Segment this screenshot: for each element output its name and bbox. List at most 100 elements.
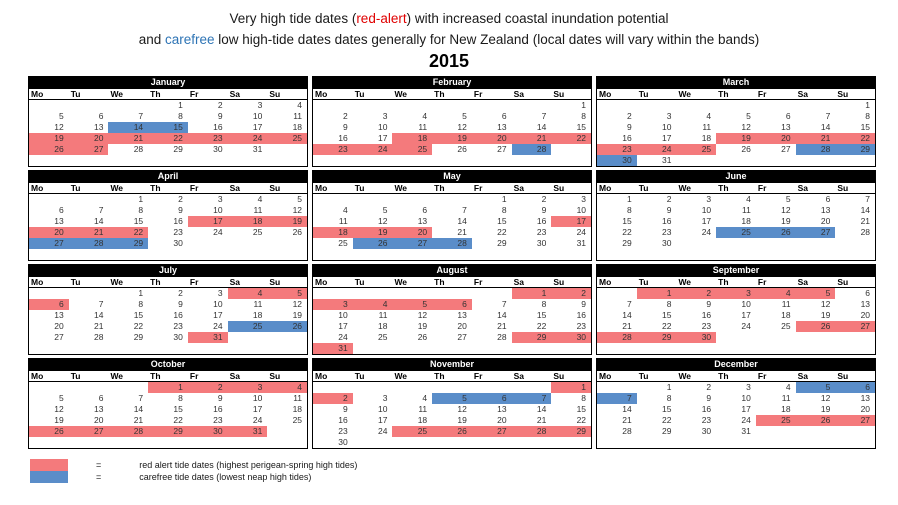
date-cell: 29 [551,426,592,437]
date-cell [796,343,836,354]
date-cell: 1 [626,194,632,204]
date-cell: 10 [213,299,223,309]
date-cell: 12 [292,205,303,215]
weekday-header: Sa [513,89,524,99]
weekday-header: Fr [757,89,767,99]
date-cell: 19 [432,133,472,144]
date-cell: 2 [178,194,183,204]
date-cell [716,343,756,354]
date-cell: 6 [432,299,472,310]
date-cell: 12 [54,122,64,132]
date-cell: 23 [661,227,672,237]
date-cell: 22 [551,133,592,144]
date-cell: 9 [178,299,183,309]
date-cell: 14 [622,310,632,320]
date-cell: 30 [536,238,547,248]
date-cell: 10 [377,122,388,132]
date-cell: 7 [541,111,547,121]
date-cell [835,238,875,249]
date-cell: 13 [93,122,104,132]
month-body: Mo Tu We Th Fr Sa Su 1 2 3 4 5 6 7 8 9 10 11 12 13 14 15 16 17 1… [28,183,308,261]
weekday-header: Fr [189,277,199,287]
week-row: 1 2 3 4 [29,100,307,111]
date-cell: 20 [29,227,69,238]
date-cell: 10 [252,393,263,403]
month-february: February Mo Tu We Th Fr Sa Su 1 2 3 4 5 6 7 8 9 10 11 12 13 1… [312,76,592,167]
date-cell: 16 [622,133,632,143]
date-cell [29,382,69,393]
date-cell: 16 [173,310,183,320]
date-cell: 21 [497,321,507,331]
date-cell [148,437,188,448]
date-cell [796,238,836,249]
date-cell: 1 [138,194,144,204]
date-cell: 6 [29,299,69,310]
date-cell: 12 [820,393,831,403]
date-cell [432,288,472,299]
date-cell: 7 [865,194,871,204]
date-cell: 7 [462,205,467,215]
date-cell: 5 [392,299,433,310]
week-row [597,249,875,260]
date-cell [512,437,552,448]
date-cell: 9 [706,299,712,309]
date-cell: 23 [576,321,587,331]
week-row: 1 [313,100,591,111]
date-cell: 28 [133,144,144,154]
date-cell [432,194,472,205]
date-cell: 30 [213,144,223,154]
date-cell: 22 [622,227,632,237]
week-row: 19 20 21 22 23 24 25 [29,415,307,426]
date-cell: 19 [820,404,831,414]
weekday-header: Tu [354,277,365,287]
date-cell: 12 [457,122,467,132]
week-row: 18 19 20 21 22 23 24 [313,227,591,238]
date-cell: 31 [252,144,263,154]
date-cell: 11 [338,216,348,226]
date-cell [188,155,228,166]
date-cell: 15 [622,216,632,226]
date-cell [29,249,69,260]
date-cell: 9 [541,205,547,215]
weekday-header: We [110,89,124,99]
date-cell: 23 [701,321,712,331]
date-cell: 30 [551,332,592,343]
weekday-header: Th [718,89,729,99]
date-cell: 18 [313,227,353,238]
date-cell: 21 [622,415,632,425]
date-cell: 29 [173,144,183,154]
weekday-header: Sa [797,183,808,193]
date-cell: 8 [626,205,632,215]
weekday-header-row: Mo Tu We Th Fr Sa Su [313,89,591,100]
date-cell: 31 [741,426,751,436]
weekday-header: Fr [473,277,483,287]
date-cell: 31 [576,238,587,248]
weekday-header: Tu [638,277,649,287]
date-cell: 6 [58,205,64,215]
date-cell [29,155,69,166]
date-cell: 14 [860,205,871,215]
date-cell: 15 [860,122,871,132]
date-cell [597,343,637,354]
date-cell: 24 [576,227,587,237]
week-row: 14 15 16 17 18 19 20 [597,404,875,415]
weekday-header: Tu [354,371,365,381]
date-cell [313,382,353,393]
month-title: December [596,358,876,371]
date-cell [188,238,228,249]
date-cell [267,426,307,437]
date-cell: 2 [313,393,353,404]
weekday-header: Fr [757,277,767,287]
date-cell: 5 [795,288,836,299]
weekday-header-row: Mo Tu We Th Fr Sa Su [29,183,307,194]
week-row: 15 16 17 18 19 20 21 [597,216,875,227]
week-row: 12 13 14 15 16 17 18 [29,122,307,133]
month-body: Mo Tu We Th Fr Sa Su 1 2 3 4 5 6 7 8 9 10 11 12 13 14 15 16 17 1… [312,89,592,167]
date-cell: 21 [93,321,104,331]
week-row: 27 28 29 30 31 [29,332,307,343]
date-cell [716,437,756,448]
date-cell [756,249,796,260]
date-cell: 13 [54,310,64,320]
date-cell: 6 [422,205,428,215]
